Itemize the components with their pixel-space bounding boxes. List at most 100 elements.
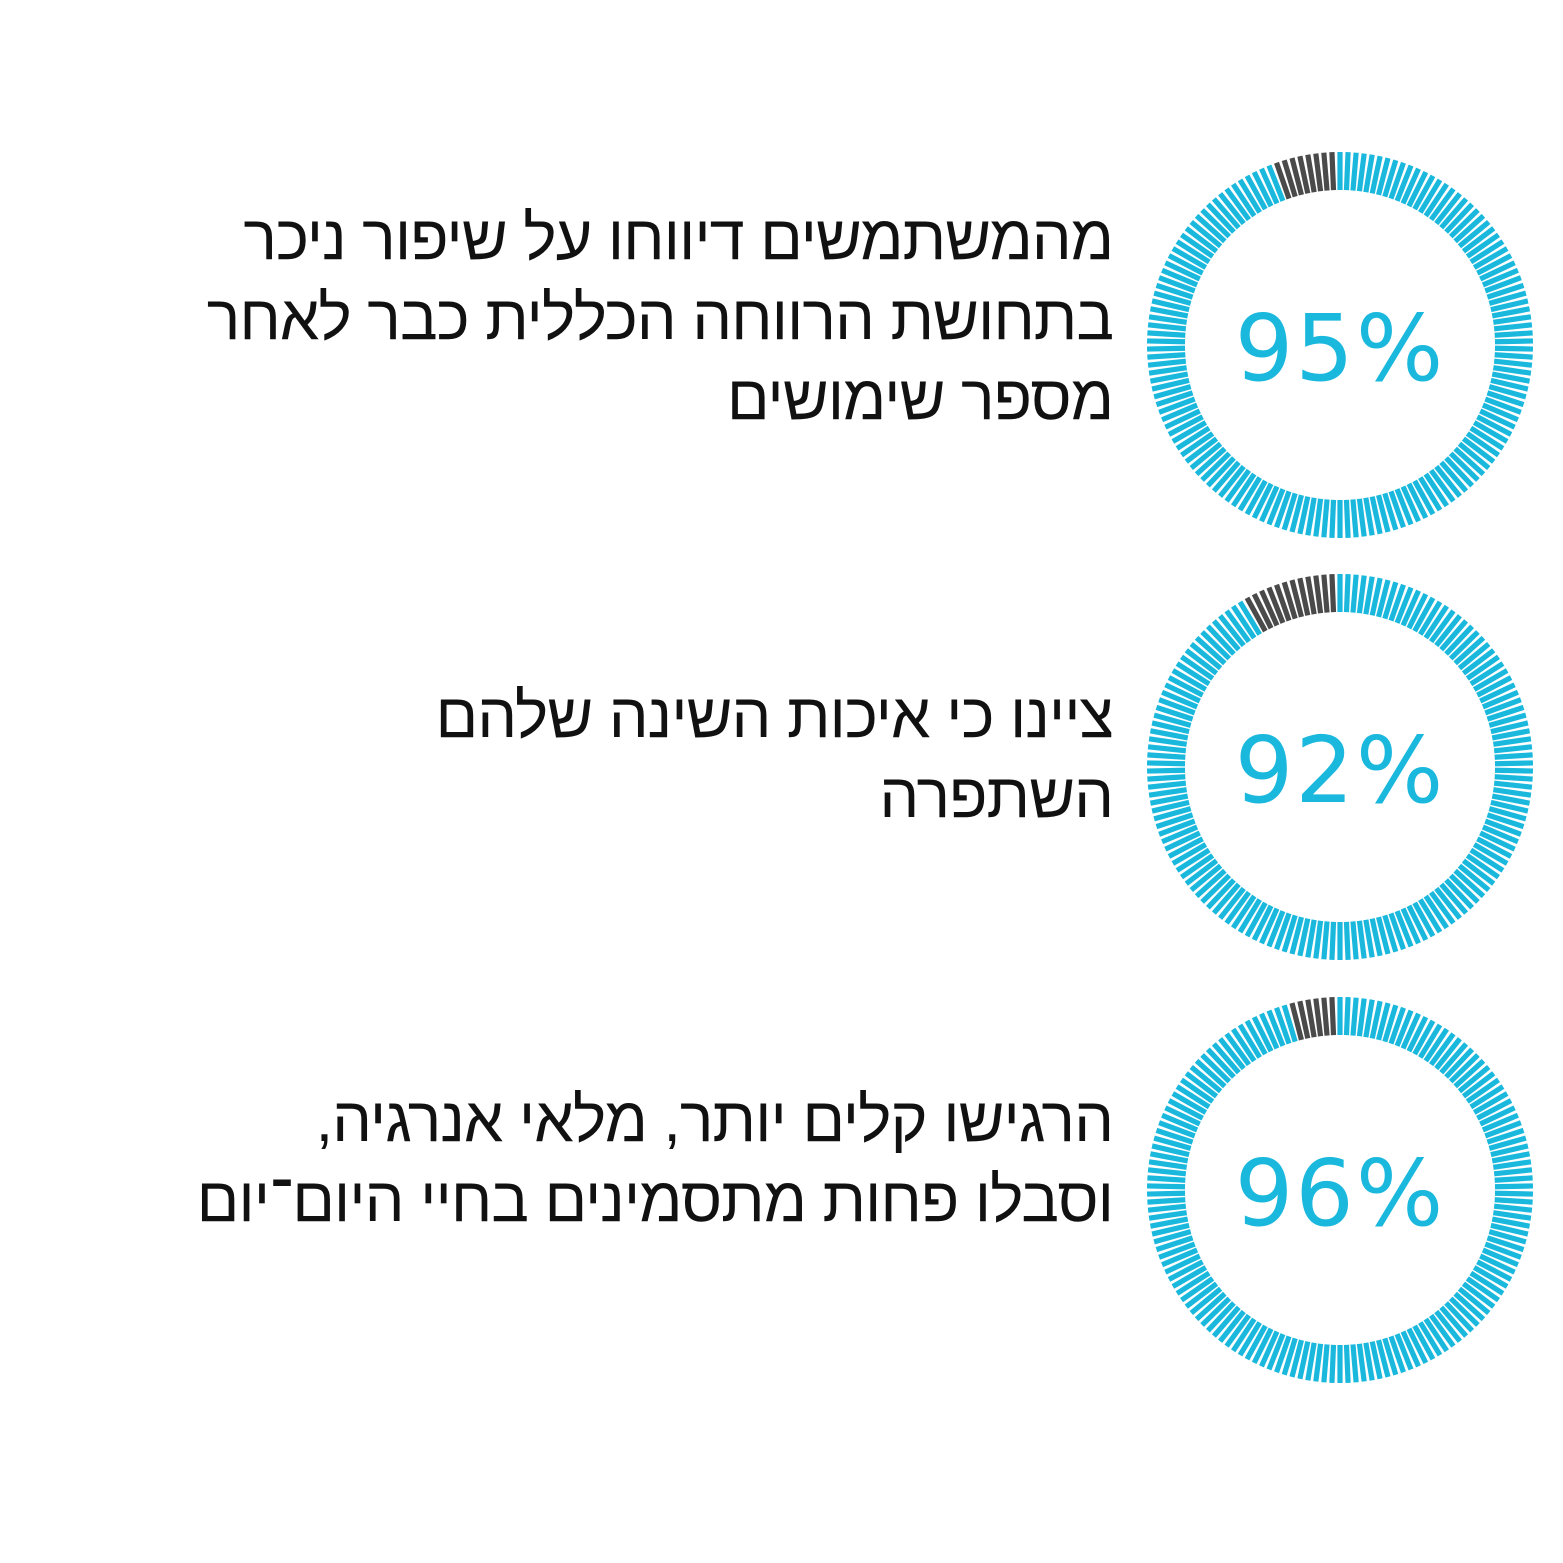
donut-filled-tick: [1490, 720, 1529, 735]
donut-filled-tick: [1491, 793, 1531, 806]
donut-filled-tick: [1465, 654, 1500, 681]
donut-filled-tick: [1148, 365, 1188, 376]
donut-filled-tick: [1153, 1229, 1192, 1245]
donut-filled-tick: [1376, 579, 1391, 618]
donut-filled-tick: [1147, 1175, 1186, 1183]
donut-filled-tick: [1224, 890, 1251, 925]
donut-filled-tick: [1194, 446, 1227, 477]
donut-filled-tick: [1231, 472, 1257, 508]
donut-filled-tick: [1149, 793, 1189, 806]
donut-filled-tick: [1251, 482, 1274, 520]
donut-filled-tick: [1476, 1259, 1513, 1282]
donut-filled-tick: [1465, 232, 1500, 259]
donut-filled-tick: [1439, 619, 1469, 652]
donut-filled-tick: [1469, 425, 1505, 451]
donut-filled-tick: [1184, 1071, 1219, 1099]
donut-filled-tick: [1465, 1276, 1500, 1303]
donut-filled-tick: [1237, 476, 1262, 512]
donut-filled-tick: [1453, 213, 1486, 244]
donut-filled-tick: [1237, 1321, 1262, 1357]
donut-value-label: 96%: [1235, 1140, 1445, 1247]
donut-remaining-tick: [1305, 154, 1317, 193]
donut-remaining-tick: [1321, 152, 1330, 191]
donut-filled-tick: [1153, 1135, 1192, 1151]
donut-filled-tick: [1205, 624, 1236, 656]
donut-filled-tick: [1469, 661, 1505, 687]
donut-filled-tick: [1412, 479, 1436, 516]
donut-filled-tick: [1406, 904, 1429, 942]
donut-filled-tick: [1164, 1105, 1201, 1127]
donut-filled-tick: [1244, 479, 1268, 516]
donut-remaining-tick: [1297, 155, 1311, 194]
donut-filled-tick: [1472, 1265, 1509, 1289]
donut-filled-tick: [1147, 780, 1187, 790]
donut-filled-tick: [1363, 1342, 1375, 1381]
donut-filled-tick: [1363, 999, 1375, 1038]
donut-filled-tick: [1151, 377, 1190, 392]
donut-filled-tick: [1266, 488, 1286, 526]
donut-filled-tick: [1175, 239, 1211, 265]
donut-filled-tick: [1376, 916, 1391, 955]
donut-filled-tick: [1189, 641, 1223, 671]
donut-filled-tick: [1244, 1324, 1268, 1361]
donut-remaining-tick: [1321, 997, 1330, 1036]
donut-filled-tick: [1469, 1084, 1505, 1110]
donut-filled-tick: [1494, 774, 1533, 782]
donut-filled-tick: [1158, 1120, 1196, 1139]
donut-filled-tick: [1476, 675, 1513, 698]
donut-filled-tick: [1147, 774, 1186, 782]
donut-filled-tick: [1457, 1064, 1491, 1094]
donut-filled-tick: [1369, 155, 1383, 194]
donut-remaining-tick: [1313, 998, 1324, 1037]
donut-filled-tick: [1297, 1341, 1311, 1380]
donut-filled-tick: [1171, 246, 1208, 270]
donut-filled-tick: [1434, 1037, 1462, 1071]
donut-filled-tick: [1423, 894, 1449, 930]
donut-filled-tick: [1481, 267, 1519, 288]
donut-filled-tick: [1161, 267, 1199, 288]
donut-filled-tick: [1350, 1344, 1359, 1383]
donut-filled-tick: [1200, 208, 1232, 239]
donut-filled-tick: [1175, 1270, 1211, 1296]
donut-filled-tick: [1448, 208, 1480, 239]
donut-filled-tick: [1363, 154, 1375, 193]
donut-filled-tick: [1237, 600, 1262, 636]
donut-filled-tick: [1492, 314, 1532, 325]
donut-filled-tick: [1469, 1270, 1505, 1296]
donut-filled-tick: [1472, 246, 1509, 270]
donut-filled-tick: [1479, 682, 1516, 704]
donut-filled-tick: [1231, 182, 1257, 218]
donut-filled-tick: [1418, 600, 1443, 636]
donut-filled-tick: [1444, 456, 1475, 488]
donut-remaining-tick: [1329, 152, 1337, 191]
donut-filled-tick: [1329, 499, 1337, 538]
donut-filled-tick: [1167, 1259, 1204, 1282]
donut-filled-tick: [1189, 441, 1223, 471]
donut-filled-tick: [1148, 787, 1188, 798]
donut-filled-tick: [1418, 898, 1443, 934]
donut-filled-tick: [1167, 1098, 1204, 1121]
donut-filled-tick: [1494, 767, 1534, 774]
donut-remaining-tick: [1281, 581, 1298, 620]
donut-filled-tick: [1356, 920, 1367, 959]
donut-filled-tick: [1350, 152, 1359, 191]
donut-filled-tick: [1476, 253, 1513, 276]
donut-filled-tick: [1369, 918, 1383, 957]
donut-filled-tick: [1363, 576, 1375, 615]
donut-remaining-tick: [1329, 997, 1337, 1036]
donut-filled-tick: [1244, 1019, 1268, 1056]
donut-filled-tick: [1484, 1241, 1522, 1260]
donut-remaining-tick: [1313, 153, 1324, 192]
donut-filled-tick: [1266, 910, 1286, 948]
donut-filled-tick: [1350, 574, 1359, 613]
donut-filled-tick: [1153, 384, 1192, 400]
donut-filled-tick: [1211, 1305, 1241, 1338]
donut-filled-tick: [1305, 497, 1317, 536]
donut-filled-tick: [1147, 752, 1186, 760]
donut-filled-tick: [1472, 842, 1509, 866]
donut-filled-tick: [1490, 799, 1529, 814]
donut-filled-tick: [1251, 904, 1274, 942]
donut-filled-tick: [1281, 1337, 1298, 1376]
donut-filled-tick: [1149, 728, 1189, 741]
donut-remaining-tick: [1297, 577, 1311, 616]
